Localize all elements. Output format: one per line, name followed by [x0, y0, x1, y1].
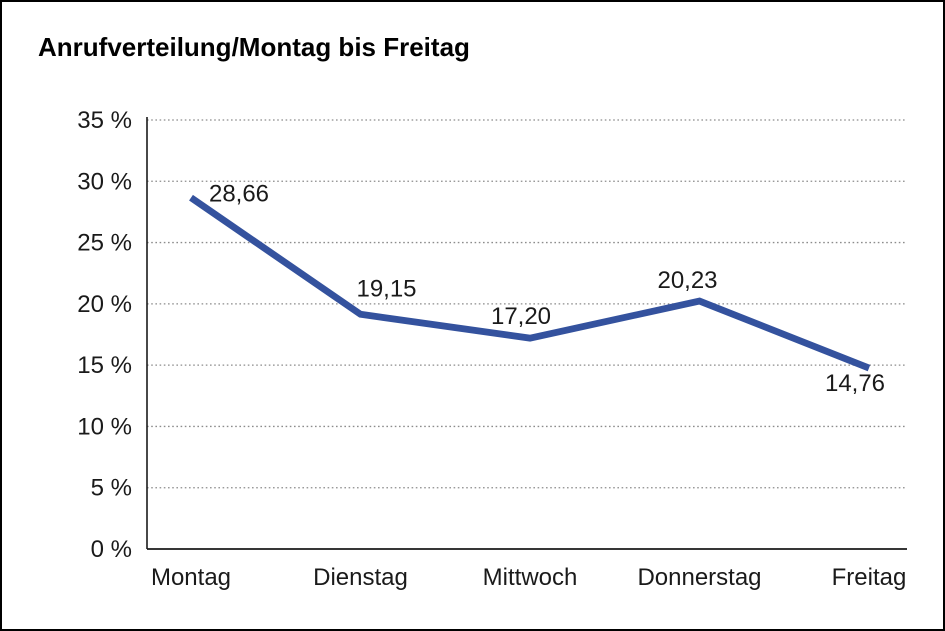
x-category-label: Mittwoch: [483, 564, 578, 591]
y-axis-tick-label: 0 %: [91, 536, 132, 563]
series-line: [189, 194, 871, 372]
x-category-label: Freitag: [832, 564, 907, 591]
y-axis-tick-label: 35 %: [77, 107, 132, 134]
y-axis-tick-label: 20 %: [77, 291, 132, 318]
x-category-label: Montag: [151, 564, 231, 591]
data-point-label: 28,66: [209, 181, 269, 208]
y-axis-tick-label: 15 %: [77, 352, 132, 379]
y-axis-tick-label: 5 %: [91, 475, 132, 502]
x-category-label: Donnerstag: [637, 564, 761, 591]
y-axis-tick-label: 30 %: [77, 168, 132, 195]
data-point-label: 17,20: [491, 303, 551, 330]
data-point-label: 14,76: [825, 370, 885, 397]
data-point-label: 20,23: [657, 267, 717, 294]
chart-title: Anrufverteilung/Montag bis Freitag: [38, 32, 470, 62]
y-axis-tick-label: 10 %: [77, 413, 132, 440]
data-point-label: 19,15: [356, 275, 416, 302]
y-axis-tick-label: 25 %: [77, 230, 132, 257]
x-category-label: Dienstag: [313, 564, 408, 591]
